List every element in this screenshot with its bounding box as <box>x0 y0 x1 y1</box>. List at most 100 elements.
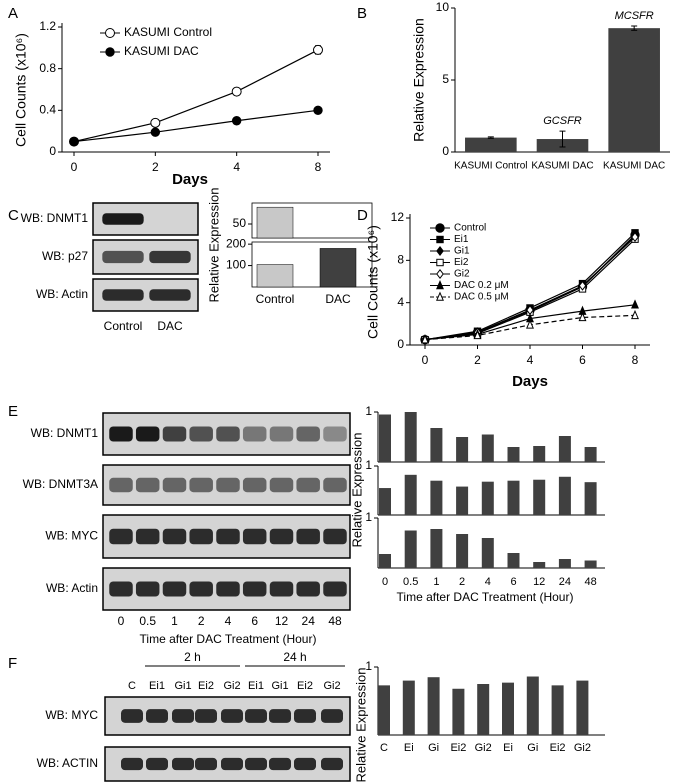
bar <box>584 560 597 568</box>
legend-label: KASUMI DAC <box>124 44 199 58</box>
bar <box>456 486 469 515</box>
blot-band <box>135 581 160 597</box>
panel-frame <box>251 202 373 239</box>
blot-label: WB: Actin <box>46 581 98 595</box>
panel-letter: F <box>8 655 17 672</box>
blot-band <box>195 757 217 771</box>
blot-band <box>321 709 343 723</box>
blot-label: WB: DNMT3A <box>23 477 98 491</box>
lane-label: 0.5 <box>139 614 156 628</box>
y-tick-label: 0.4 <box>39 103 56 117</box>
blot-band <box>121 709 143 723</box>
y-tick-label: 100 <box>226 258 246 272</box>
lane-label: 1 <box>171 614 178 628</box>
x-tick-label: 2 <box>152 160 159 174</box>
x-tick-label: Gi2 <box>475 742 492 754</box>
blot-band <box>189 581 213 597</box>
panel-letter: B <box>357 5 367 22</box>
bar <box>430 428 443 462</box>
marker <box>436 245 444 257</box>
bar <box>481 538 494 568</box>
blot-band <box>146 757 168 771</box>
legend-label: Control <box>454 223 486 234</box>
blot-band <box>269 709 291 723</box>
blot-band <box>296 581 320 597</box>
lane-label: Control <box>104 319 143 333</box>
x-tick-label: 6 <box>579 353 586 367</box>
blot-band <box>245 757 267 771</box>
blot-band <box>149 250 191 264</box>
blot-band <box>189 477 213 493</box>
marker <box>105 28 115 38</box>
blot-band <box>102 213 144 225</box>
blot-band <box>242 426 267 442</box>
y-axis-label: Relative Expression <box>349 433 364 548</box>
x-tick-label: Gi2 <box>574 742 591 754</box>
panel-letter: D <box>357 207 368 224</box>
x-axis-label: Time after DAC Treatment (Hour) <box>140 632 317 646</box>
marker <box>105 47 115 57</box>
x-tick-label: 0 <box>382 576 388 588</box>
marker <box>313 44 323 55</box>
bar <box>379 414 391 462</box>
bar <box>430 480 443 515</box>
bar <box>558 436 571 462</box>
bar <box>465 137 517 152</box>
bar <box>551 685 564 735</box>
blot-band <box>189 528 213 545</box>
lane-label: Ei1 <box>248 680 264 692</box>
x-tick-label: Gi <box>428 742 439 754</box>
bar <box>319 248 357 288</box>
y-tick-label: 8 <box>397 253 404 267</box>
blot-band <box>172 757 194 771</box>
x-tick-label: KASUMI Control <box>454 161 527 172</box>
marker <box>436 268 444 280</box>
bar <box>507 480 520 515</box>
marker <box>631 232 639 243</box>
x-tick-label: 2 <box>474 353 481 367</box>
y-tick-label: 5 <box>442 72 449 86</box>
marker <box>231 86 242 97</box>
lane-label: 12 <box>275 614 289 628</box>
legend-label: DAC 0.5 μM <box>454 292 509 303</box>
x-tick-label: Control <box>256 292 295 306</box>
marker <box>578 280 587 291</box>
legend-label: KASUMI Control <box>124 25 212 39</box>
blot-band <box>245 709 267 723</box>
blot-band <box>269 757 291 771</box>
x-tick-label: 1 <box>433 576 439 588</box>
x-tick-label: 8 <box>632 353 639 367</box>
blot-band <box>269 477 294 493</box>
y-axis-label: Relative Expression <box>411 18 427 142</box>
x-tick-label: Ei2 <box>550 742 566 754</box>
blot-band <box>146 709 168 723</box>
bar <box>404 474 417 515</box>
bar <box>456 437 469 462</box>
blot-band <box>135 528 160 545</box>
x-tick-label: 4 <box>485 576 491 588</box>
bar <box>576 680 589 735</box>
marker <box>313 105 323 116</box>
y-tick-label: 1.2 <box>39 19 56 33</box>
x-tick-label: DAC <box>325 292 351 306</box>
blot-band <box>109 528 133 545</box>
blot-band <box>242 477 267 493</box>
lane-label: Gi2 <box>223 680 240 692</box>
marker <box>436 258 444 267</box>
x-tick-label: 12 <box>533 576 545 588</box>
bar <box>558 476 571 515</box>
bar <box>533 479 546 515</box>
bar <box>608 28 660 152</box>
y-tick-label: 1 <box>365 404 372 418</box>
lane-label: 6 <box>251 614 258 628</box>
blot-band <box>109 426 133 442</box>
y-tick-label: 0 <box>397 337 404 351</box>
lane-label: Gi1 <box>271 680 288 692</box>
marker <box>436 235 444 244</box>
y-tick-label: 1 <box>365 659 372 673</box>
lane-label: 24 <box>302 614 316 628</box>
blot-band <box>121 757 143 771</box>
marker <box>473 330 482 340</box>
legend-label: Gi1 <box>454 246 470 257</box>
legend-label: Gi2 <box>454 269 470 280</box>
